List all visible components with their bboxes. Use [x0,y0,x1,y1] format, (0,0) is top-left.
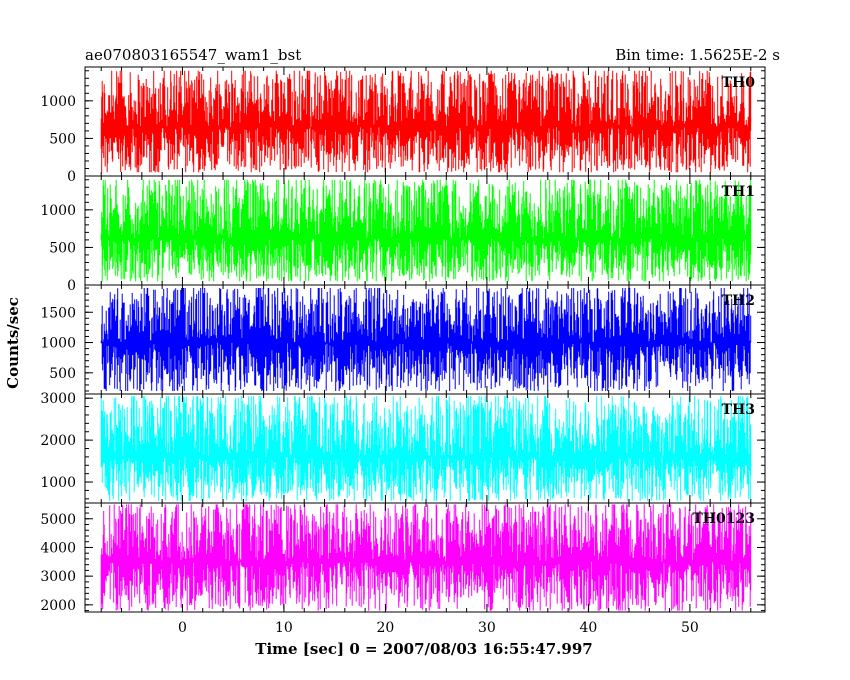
chart-title-left: ae070803165547_wam1_bst [85,46,301,64]
y-tick-label: 1000 [40,203,76,219]
y-tick-label: 5000 [40,512,76,528]
y-tick-label: 3000 [40,391,76,407]
x-tick-label: 20 [377,620,395,636]
y-tick-label: 2000 [40,433,76,449]
panel-label-th2: TH2 [722,293,755,309]
y-tick-label: 0 [67,169,76,185]
panel-label-th1: TH1 [722,184,755,200]
panels-group: 05001000TH005001000TH150010001500TH21000… [40,66,766,636]
panel-label-th0: TH0 [722,75,756,91]
y-tick-label: 500 [49,366,76,382]
y-tick-label: 1000 [40,475,76,491]
y-tick-label: 2000 [40,598,76,614]
y-tick-label: 0 [67,278,76,294]
series-th0-line [100,70,752,173]
y-tick-label: 1000 [40,336,76,352]
x-tick-label: 10 [275,620,293,636]
y-tick-label: 500 [49,131,76,147]
panel-th0123: 2000 3000 4000 5000 TH0123 [40,502,766,614]
panel-label-th0123: TH0123 [692,511,755,527]
panel-th0: 0 500 1000 TH0 [40,66,766,185]
y-tick-label: 500 [49,240,76,256]
y-tick-label: 4000 [40,540,76,556]
y-tick-label: 1000 [40,94,76,110]
chart-title-right: Bin time: 1.5625E-2 s [615,46,780,64]
x-tick-label: 40 [579,620,597,636]
x-axis-label: Time [sec] 0 = 2007/08/03 16:55:47.997 [255,640,592,658]
x-tick-label: 30 [478,620,496,636]
x-tick-label: 0 [178,620,187,636]
panel-label-th3: TH3 [722,402,755,418]
series-th0123-line [100,504,752,611]
series-th3-line [100,396,752,501]
y-axis-label: Counts/sec [4,297,22,389]
panel-th1: 0 500 1000 TH1 [40,175,766,294]
panel-th3: 1000 2000 3000 TH3 [40,391,766,504]
series-th2-line [100,288,752,391]
y-tick-label: 1500 [40,305,76,321]
x-tick-label: 50 [681,620,699,636]
series-th1-line [100,179,752,282]
panel-th2: 500 1000 1500 TH2 [40,284,766,395]
panel-frame [84,502,766,613]
y-tick-label: 3000 [40,569,76,585]
